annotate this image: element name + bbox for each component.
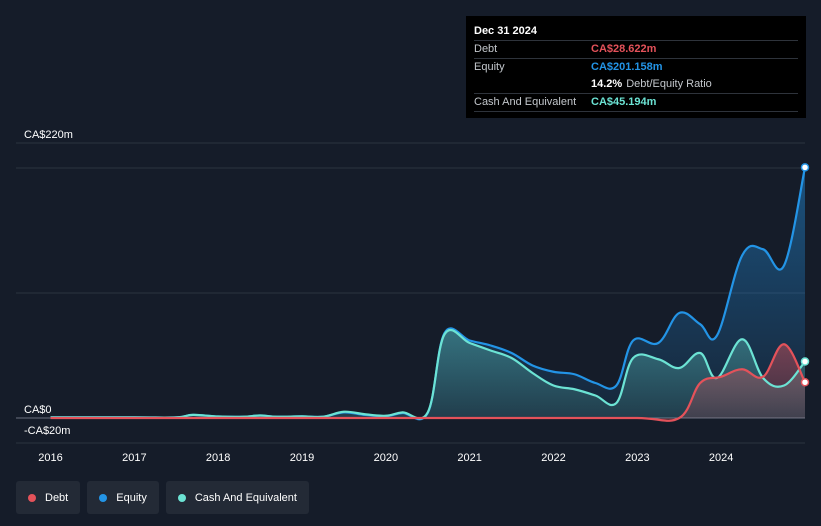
x-tick-label-1: 2017 bbox=[122, 452, 146, 464]
x-tick-label-5: 2021 bbox=[457, 452, 481, 464]
tooltip-debt-label: Debt bbox=[474, 43, 498, 55]
tooltip-date: Dec 31 2024 bbox=[474, 25, 537, 37]
x-tick-label-4: 2020 bbox=[374, 452, 398, 464]
x-tick-label-0: 2016 bbox=[38, 452, 62, 464]
tooltip-ratio-row: 14.2% Debt/Equity Ratio bbox=[474, 76, 798, 94]
cash-end-point bbox=[800, 357, 810, 366]
legend-label-debt: Debt bbox=[45, 491, 69, 504]
tooltip-equity-label: Equity bbox=[474, 61, 505, 73]
tooltip-debt-row: Debt CA$28.622m bbox=[474, 41, 798, 59]
cash-dot-icon bbox=[177, 493, 186, 502]
equity-dot-icon bbox=[99, 493, 108, 502]
equity-end-point bbox=[800, 163, 810, 172]
debt-end-point bbox=[800, 378, 810, 387]
tooltip-date-row: Dec 31 2024 bbox=[474, 23, 798, 41]
tooltip-cash-label: Cash And Equivalent bbox=[474, 96, 577, 108]
legend-item-cash[interactable]: Cash And Equivalent bbox=[165, 481, 309, 514]
tooltip-debt-value: CA$28.622m bbox=[591, 43, 657, 55]
tooltip: Dec 31 2024 Debt CA$28.622m Equity CA$20… bbox=[466, 16, 806, 118]
cash-line bbox=[50, 328, 806, 420]
x-tick-label-3: 2019 bbox=[290, 452, 314, 464]
y-tick-label-2: -CA$20m bbox=[24, 425, 70, 437]
debt-line bbox=[50, 343, 806, 422]
legend-item-debt[interactable]: Debt bbox=[16, 481, 81, 514]
series-areas bbox=[50, 167, 805, 421]
legend: Debt Equity Cash And Equivalent bbox=[16, 481, 309, 514]
y-axis-tick-labels: CA$220m CA$0 -CA$20m bbox=[24, 129, 73, 437]
tooltip-ratio-value: 14.2% bbox=[591, 78, 623, 90]
tooltip-cash-row: Cash And Equivalent CA$45.194m bbox=[474, 94, 798, 112]
tooltip-cash-value: CA$45.194m bbox=[591, 96, 657, 108]
y-tick-label-1: CA$0 bbox=[24, 404, 52, 416]
series-end-dots bbox=[800, 163, 810, 387]
x-tick-label-2: 2018 bbox=[206, 452, 230, 464]
tooltip-equity-value: CA$201.158m bbox=[591, 61, 663, 73]
legend-label-equity: Equity bbox=[116, 491, 147, 504]
x-tick-label-6: 2022 bbox=[541, 452, 565, 464]
x-tick-label-8: 2024 bbox=[709, 452, 733, 464]
y-tick-label-0: CA$220m bbox=[24, 129, 73, 141]
legend-label-cash: Cash And Equivalent bbox=[194, 491, 297, 504]
series-lines bbox=[50, 167, 807, 422]
debt-dot-icon bbox=[28, 493, 36, 502]
tooltip-equity-row: Equity CA$201.158m bbox=[474, 59, 798, 76]
x-tick-label-7: 2023 bbox=[625, 452, 649, 464]
x-axis-tick-labels: 2016 2017 2018 2019 2020 2021 2022 2023 2024 bbox=[38, 452, 733, 464]
debt-area bbox=[50, 344, 805, 421]
legend-item-equity[interactable]: Equity bbox=[87, 481, 159, 514]
tooltip-ratio-label: Debt/Equity Ratio bbox=[626, 78, 712, 90]
tooltip-ratio-spacer bbox=[474, 76, 591, 93]
